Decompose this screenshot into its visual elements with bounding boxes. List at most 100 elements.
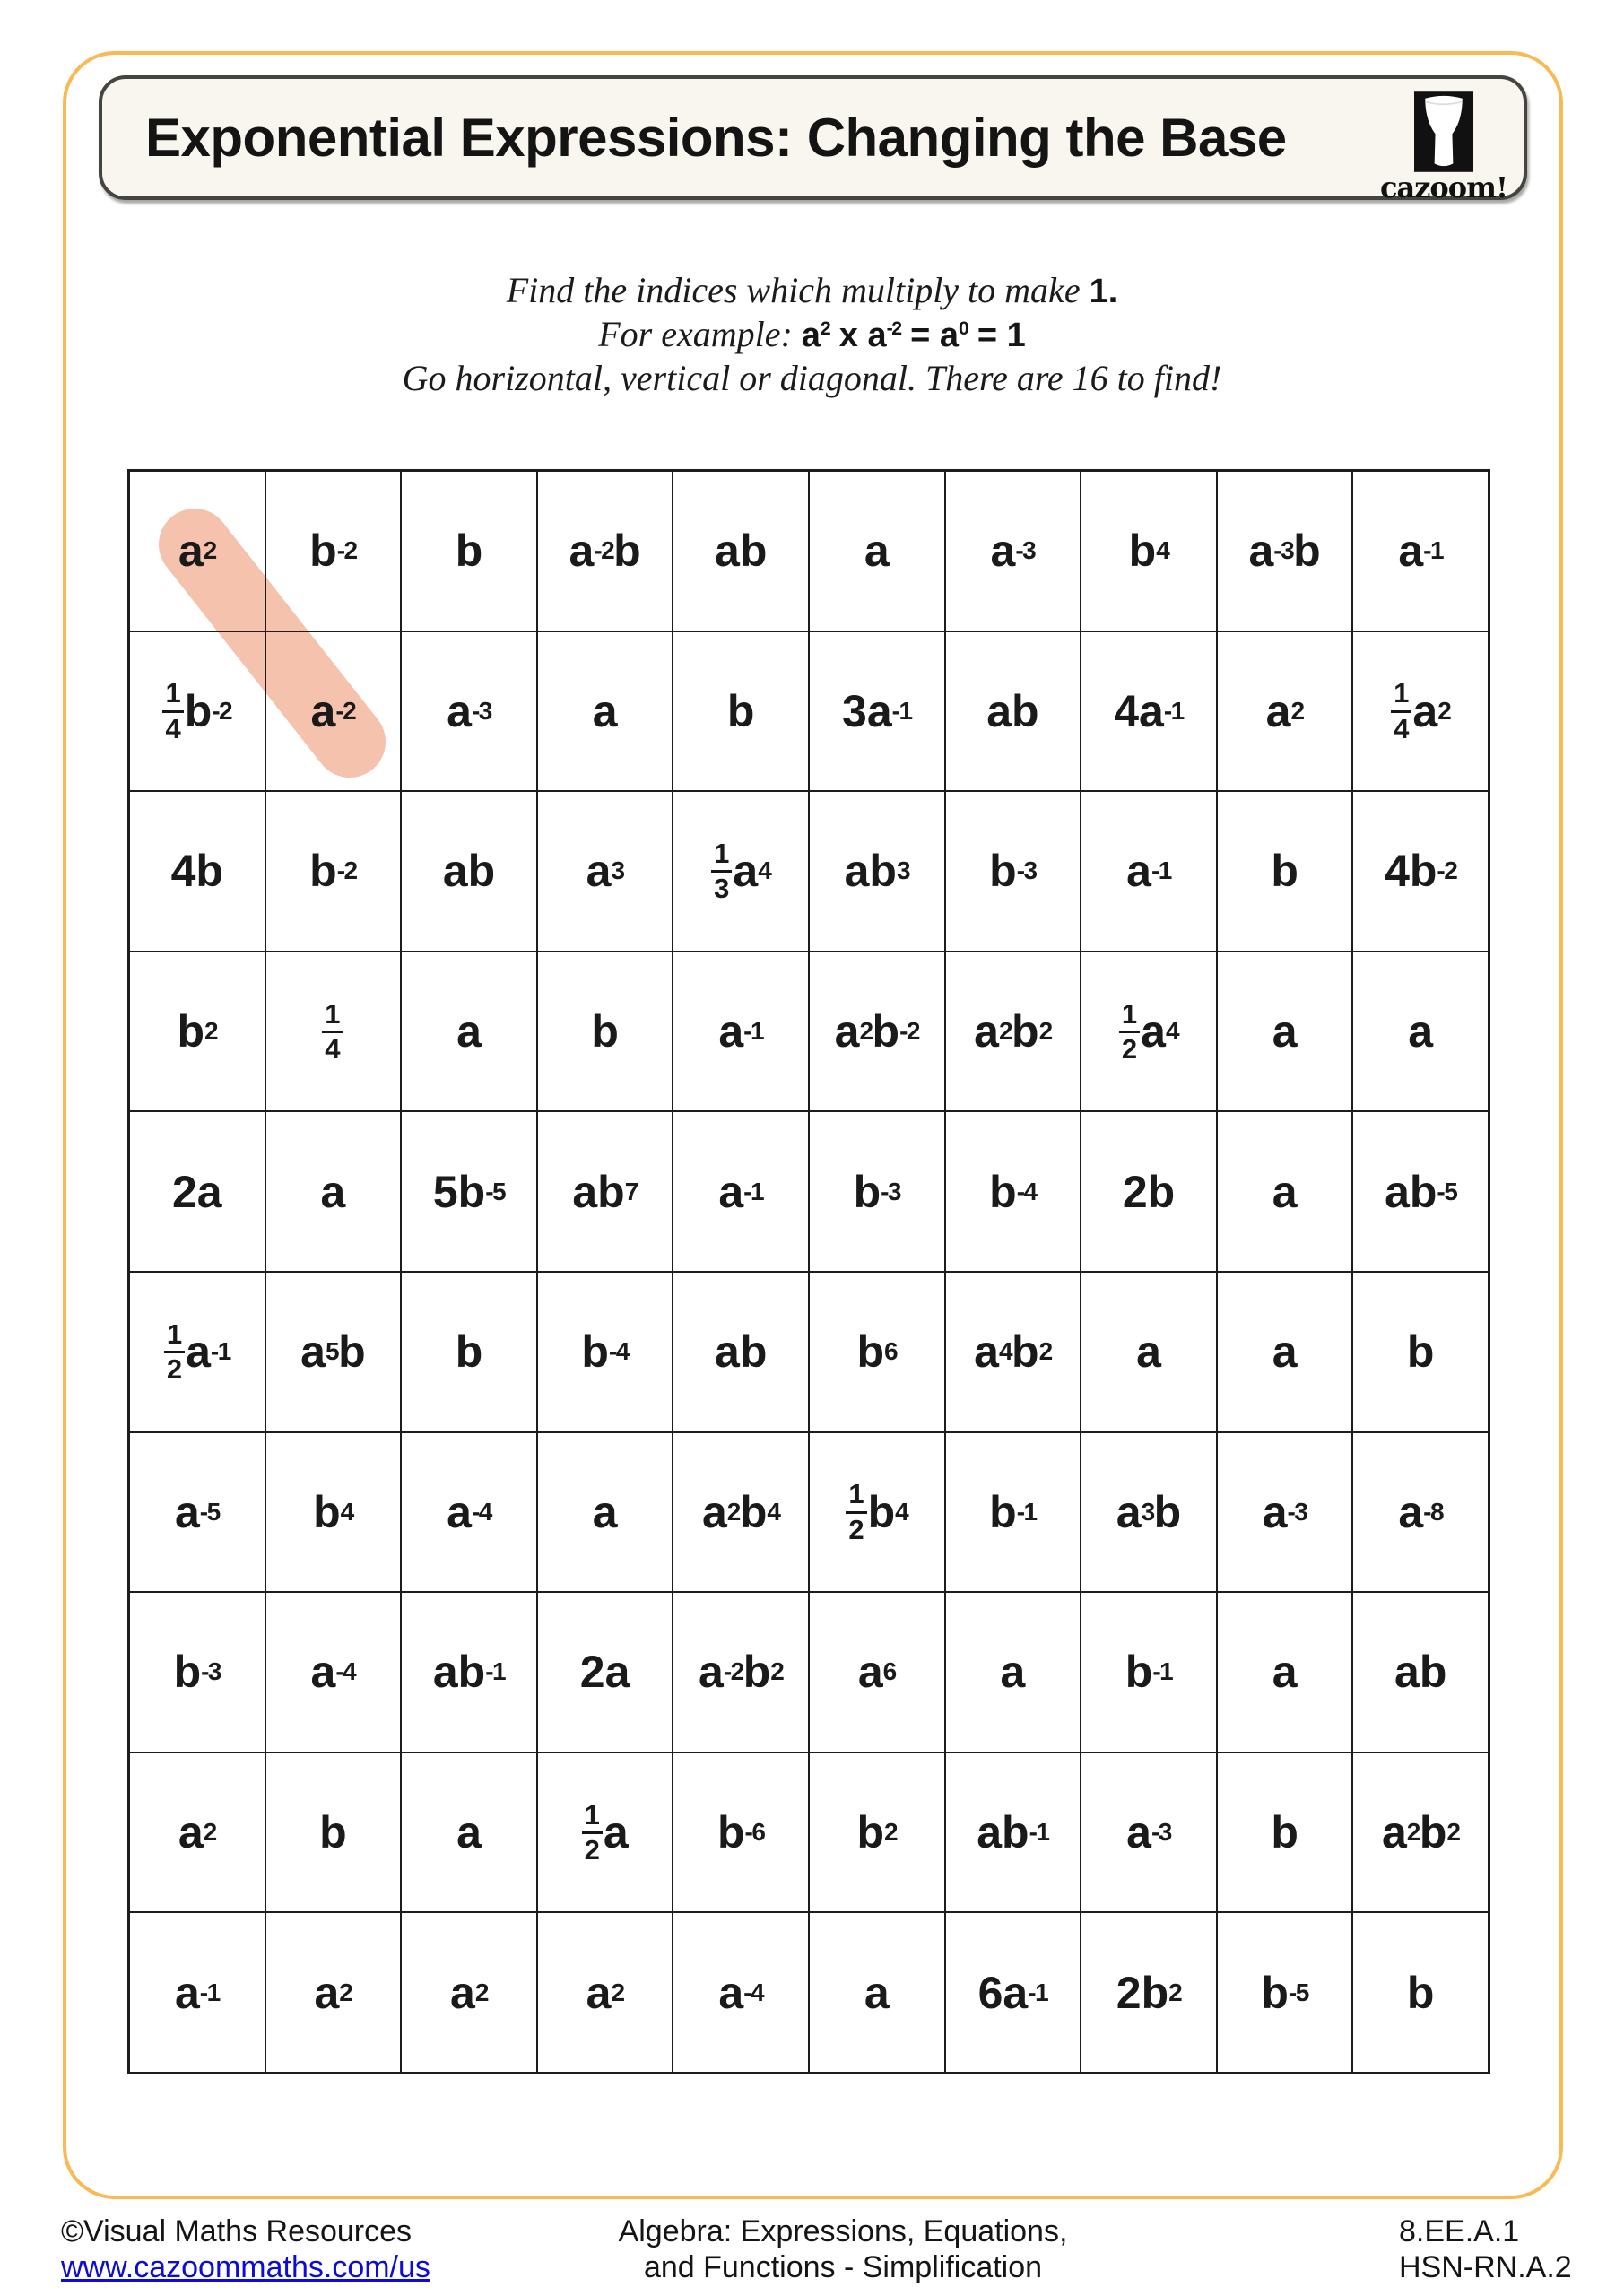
grid-cell-r9c5: b -6: [673, 1752, 809, 1913]
grid-cell-r5c4: ab 7: [536, 1111, 673, 1272]
grid-cell-r8c1: b -3: [129, 1592, 265, 1752]
instructions-line-1: Find the indices which multiply to make …: [506, 270, 1118, 310]
grid-cell-r1c4: a -2 b: [536, 471, 673, 631]
instructions: Find the indices which multiply to make …: [0, 269, 1624, 399]
grid-cell-r4c6: a 2 b -2: [809, 951, 945, 1112]
grid-cell-r5c1: 2a: [129, 1111, 265, 1272]
grid-cell-r2c4: a: [536, 631, 673, 792]
grid-cell-r7c10: a -8: [1352, 1431, 1489, 1593]
grid-cell-r10c9: b -5: [1216, 1912, 1353, 2073]
grid-cell-r8c3: ab -1: [401, 1592, 537, 1752]
title-box: Exponential Expressions: Changing the Ba…: [99, 75, 1527, 202]
grid-cell-r1c3: b: [401, 471, 537, 631]
grid-cell-r1c9: a -3 b: [1216, 471, 1353, 631]
grid-cell-r5c10: ab -5: [1352, 1111, 1489, 1272]
grid-cell-r8c9: a: [1216, 1592, 1353, 1752]
grid-cell-r4c4: b: [536, 951, 673, 1112]
grid-cell-r7c4: a: [536, 1431, 673, 1593]
footer-link[interactable]: www.cazoommaths.com/us: [61, 2250, 430, 2284]
grid-cell-r10c8: 2b 2: [1081, 1912, 1217, 2073]
grid-cell-r10c5: a -4: [673, 1912, 809, 2073]
grid-cell-r5c7: b -4: [944, 1111, 1081, 1272]
grid-cell-r6c5: ab: [673, 1272, 809, 1432]
grid-cell-r3c3: ab: [401, 791, 537, 952]
grid-cell-r3c10: 4b -2: [1352, 791, 1489, 952]
grid-cell-r6c8: a: [1081, 1272, 1217, 1432]
grid-cell-r6c10: b: [1352, 1272, 1489, 1432]
grid-cell-r5c3: 5b -5: [401, 1111, 537, 1272]
cazoom-logo: cazoom!: [1373, 91, 1515, 202]
grid-cell-r7c9: a -3: [1216, 1431, 1353, 1593]
footer-standards: 8.EE.A.1 HSN-RN.A.2: [1399, 2213, 1572, 2285]
grid-cell-r8c4: 2a: [536, 1592, 673, 1752]
grid-cell-r10c6: a: [809, 1912, 945, 2073]
grid-cell-r8c2: a -4: [265, 1592, 402, 1752]
grid-cell-r9c2: b: [265, 1752, 402, 1913]
grid-cell-r5c9: a: [1216, 1111, 1353, 1272]
grid-cell-r5c2: a: [265, 1111, 402, 1272]
footer-topic: Algebra: Expressions, Equations, and Fun…: [363, 2213, 1323, 2285]
grid-cell-r2c8: 4a -1: [1081, 631, 1217, 792]
grid-cell-r3c2: b -2: [265, 791, 402, 952]
footer-left: ©Visual Maths Resources www.cazoommaths.…: [61, 2213, 430, 2285]
grid-cell-r5c6: b -3: [809, 1111, 945, 1272]
page-border: [63, 51, 1563, 2199]
grid-cell-r3c6: ab 3: [809, 791, 945, 952]
grid-cell-r8c5: a -2 b 2: [673, 1592, 809, 1752]
grid-cell-r4c10: a: [1352, 951, 1489, 1112]
footer-standard-2: HSN-RN.A.2: [1399, 2250, 1572, 2284]
grid-cell-r4c5: a -1: [673, 951, 809, 1112]
grid-cell-r2c3: a -3: [401, 631, 537, 792]
grid-cell-r8c8: b -1: [1081, 1592, 1217, 1752]
highlight-capsule: [159, 509, 386, 778]
grid-cell-r3c1: 4b: [129, 791, 265, 952]
grid-cell-r7c1: a -5: [129, 1431, 265, 1593]
grid-cell-r9c3: a: [401, 1752, 537, 1913]
grid-cell-r9c7: ab -1: [944, 1752, 1081, 1913]
grid-cell-r3c7: b -3: [944, 791, 1081, 952]
grid-cell-r6c4: b -4: [536, 1272, 673, 1432]
grid-cell-r3c8: a -1: [1081, 791, 1217, 952]
grid-cell-r6c9: a: [1216, 1272, 1353, 1432]
brand-text: cazoom!: [1380, 170, 1508, 204]
grid-cell-r4c3: a: [401, 951, 537, 1112]
grid-cell-r7c3: a -4: [401, 1431, 537, 1593]
page-title: Exponential Expressions: Changing the Ba…: [145, 108, 1287, 168]
grid-cell-r6c3: b: [401, 1272, 537, 1432]
grid-cell-r10c10: b: [1352, 1912, 1489, 2073]
grid-cell-r2c1: 1 4 b -2: [129, 631, 265, 792]
grid-cell-r2c2: a -2: [265, 631, 402, 792]
instructions-line-2: For example: a2 x a-2 = a0 = 1: [598, 314, 1026, 354]
grid-cell-r5c5: a -1: [673, 1111, 809, 1272]
grid-cell-r8c7: a: [944, 1592, 1081, 1752]
grid-cell-r6c1: 1 2 a -1: [129, 1272, 265, 1432]
grid-cell-r1c7: a -3: [944, 471, 1081, 631]
footer-topic-line-1: Algebra: Expressions, Equations,: [618, 2214, 1068, 2248]
grid-cell-r10c7: 6a -1: [944, 1912, 1081, 2073]
grid-cell-r9c8: a -3: [1081, 1752, 1217, 1913]
grid-cell-r9c9: b: [1216, 1752, 1353, 1913]
footer-standard-1: 8.EE.A.1: [1399, 2214, 1520, 2248]
